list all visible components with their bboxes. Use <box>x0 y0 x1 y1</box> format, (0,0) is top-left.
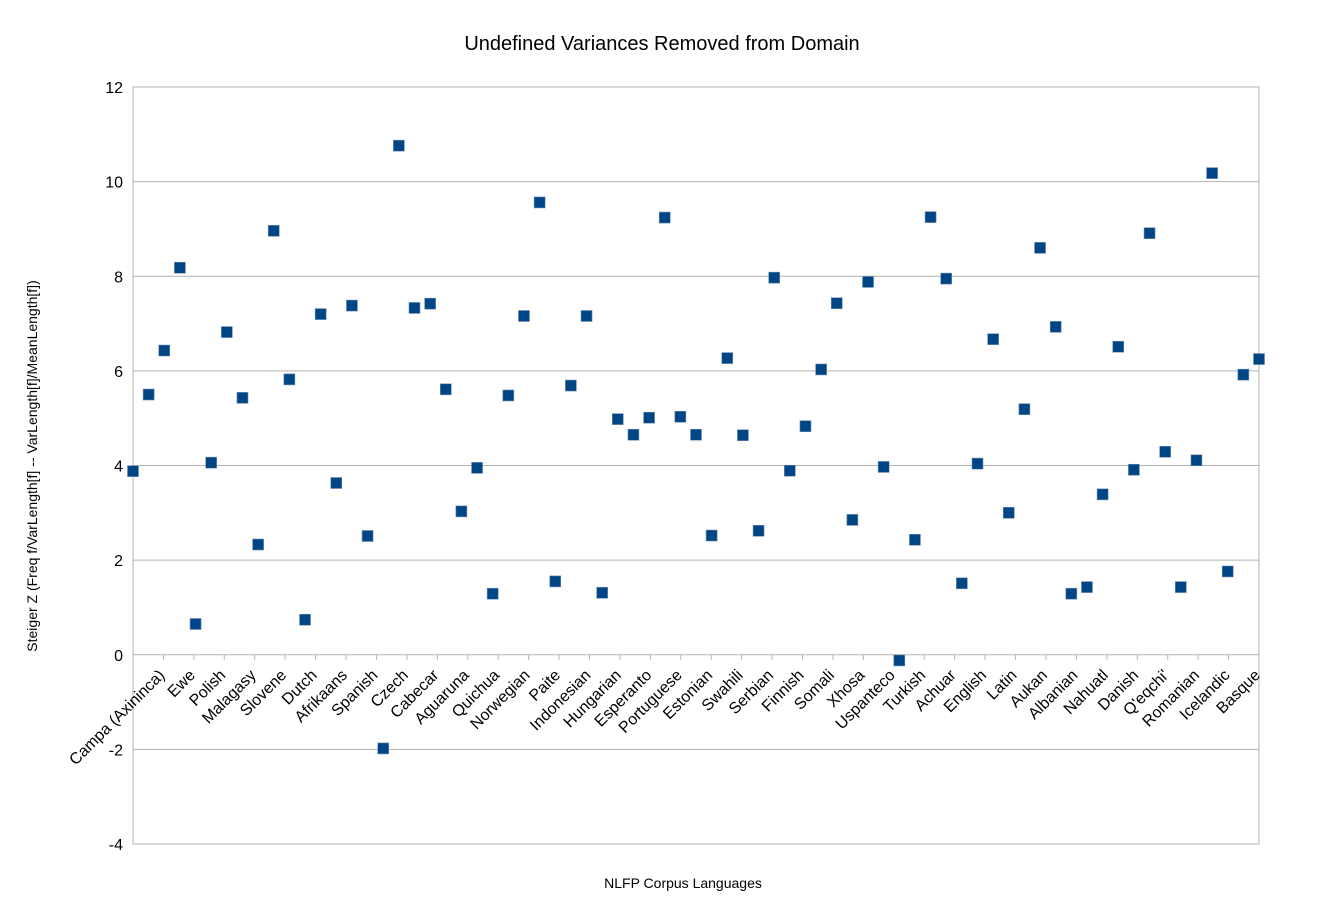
data-point <box>1221 565 1234 578</box>
y-tick-label: 0 <box>114 648 123 665</box>
data-point <box>236 392 249 404</box>
data-point <box>893 654 906 667</box>
y-axis-title: Steiger Z (Freq f/VarLength[f] -- VarLen… <box>24 280 40 651</box>
data-point <box>158 344 171 357</box>
data-point <box>408 302 421 314</box>
data-point <box>987 333 999 345</box>
data-point <box>533 196 546 209</box>
data-point <box>752 524 765 537</box>
data-point <box>1159 445 1171 458</box>
data-point <box>658 211 671 224</box>
data-point <box>1206 167 1218 179</box>
data-point <box>830 297 843 310</box>
data-point <box>674 410 687 423</box>
data-point <box>471 462 483 474</box>
data-point <box>1096 488 1109 501</box>
data-point <box>1143 227 1156 239</box>
y-tick-label: 12 <box>105 80 123 97</box>
x-axis-title: NLFP Corpus Languages <box>604 875 762 891</box>
data-point <box>518 310 530 322</box>
data-point <box>815 363 827 376</box>
data-point <box>455 505 468 518</box>
data-point <box>909 533 921 546</box>
data-point <box>1128 463 1140 476</box>
data-point <box>142 388 155 401</box>
data-point <box>439 383 452 396</box>
data-point <box>299 613 311 626</box>
data-point <box>189 618 202 630</box>
data-point <box>643 411 655 424</box>
data-point <box>1065 587 1078 600</box>
data-point <box>768 271 780 284</box>
data-point <box>596 586 608 599</box>
y-tick-label: 6 <box>114 364 123 381</box>
data-point <box>1049 321 1062 333</box>
data-point <box>737 429 749 442</box>
data-point <box>330 477 343 489</box>
data-point <box>486 587 499 600</box>
data-point <box>549 575 562 588</box>
data-point <box>346 299 358 312</box>
y-tick-label: -2 <box>109 742 123 759</box>
data-point <box>612 413 624 425</box>
data-point <box>1081 581 1093 593</box>
data-point <box>502 389 515 402</box>
data-point <box>784 464 796 477</box>
data-point <box>267 225 280 237</box>
data-point <box>1175 581 1187 593</box>
x-axis-ticks <box>132 654 1260 660</box>
y-tick-label: 8 <box>114 269 123 286</box>
data-point <box>565 379 577 392</box>
data-point <box>205 456 217 469</box>
data-point <box>690 428 702 441</box>
chart-title: Undefined Variances Removed from Domain <box>464 33 859 55</box>
data-point <box>283 373 296 386</box>
data-point <box>252 538 264 551</box>
data-point <box>799 420 812 433</box>
data-point <box>940 272 953 285</box>
data-point <box>846 514 859 526</box>
data-point <box>424 297 436 310</box>
y-tick-label: -4 <box>109 837 123 854</box>
data-point <box>1237 368 1250 381</box>
y-tick-label: 2 <box>114 553 123 570</box>
data-point <box>1034 242 1046 254</box>
data-point <box>580 310 593 322</box>
data-point <box>877 461 890 473</box>
data-point <box>127 465 139 477</box>
data-point <box>627 428 640 441</box>
data-point <box>862 276 874 288</box>
data-point <box>1253 353 1265 365</box>
data-point <box>377 742 390 755</box>
data-points <box>127 139 1265 755</box>
data-point <box>721 352 734 364</box>
data-point <box>1018 403 1031 415</box>
data-point <box>393 139 405 152</box>
y-tick-label: 4 <box>114 459 123 476</box>
data-point <box>1112 340 1125 353</box>
data-point <box>1190 454 1203 467</box>
data-point <box>705 529 718 542</box>
data-point <box>361 530 374 542</box>
y-tick-label: 10 <box>105 175 123 192</box>
data-point <box>221 326 233 338</box>
data-point <box>956 577 968 590</box>
data-point <box>971 457 984 470</box>
data-point <box>174 261 186 274</box>
y-axis-tick-labels: -4 -2 0 2 4 6 8 10 12 <box>105 80 123 854</box>
data-point <box>924 211 937 223</box>
data-point <box>314 308 327 320</box>
data-point <box>1002 507 1015 519</box>
